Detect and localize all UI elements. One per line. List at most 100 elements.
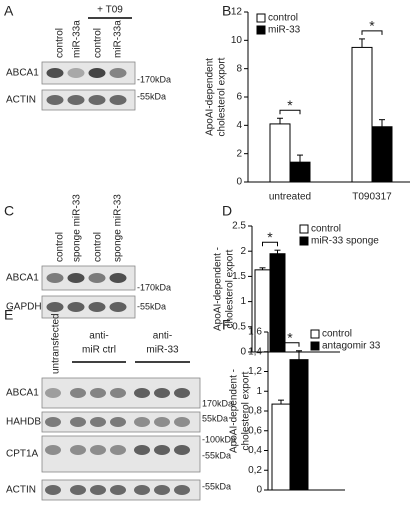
y-tick-label: 0,8 [248,406,262,417]
blot-band [45,388,61,398]
blot-band [134,417,150,427]
blot-band [67,68,85,78]
legend-label: control [311,224,341,235]
y-axis-label: cholesterol export [225,249,236,328]
blot-band [45,417,61,427]
row-label: CPT1A [6,449,39,460]
panel-letter: D [222,203,232,219]
y-axis-label: ApoAI-dependent [205,58,216,136]
row-label: ACTIN [6,485,36,496]
marker-label: -100kDa [202,434,236,444]
blot-band [109,68,127,78]
blot-band [90,417,106,427]
panel-letter: F [222,317,231,333]
y-tick-label: 12 [231,7,243,18]
blot-band [174,445,190,455]
group-label: miR-33 [146,345,179,356]
blot-band [90,388,106,398]
y-tick-label: 1,6 [248,327,262,338]
significance-bracket [361,30,383,35]
row-label: ABCA1 [6,68,39,79]
significance-label: * [287,97,293,113]
marker-label: -55kDa [137,91,166,101]
y-tick-label: 0.5 [232,321,246,332]
marker-label: -170kDa [137,282,171,292]
blot-band [90,485,106,495]
significance-bracket [279,109,301,115]
blot-band [174,485,190,495]
lane-label: miR-33a [72,20,83,58]
blot-band [110,417,126,427]
marker-label: -55kDa [137,301,166,311]
marker-label: 170kDa [202,398,233,408]
blot-band [70,485,86,495]
blot-band [110,485,126,495]
y-axis-label: cholesterol export [241,371,252,450]
blot-band [67,95,85,105]
blot-band [46,95,64,105]
row-label: HAHDB [6,417,41,428]
y-axis-label: cholesterol export [217,57,228,136]
bar [289,359,309,491]
lane-label: control [55,232,66,262]
lane-label: control [55,28,66,58]
y-tick-label: 1 [256,386,262,397]
legend-swatch [299,236,309,246]
blot-band [174,417,190,427]
blot-band [154,485,170,495]
blot-band [109,95,127,105]
y-axis-label: ApoAI-dependent - [213,247,224,331]
legend-label: miR-33 [268,25,301,36]
blot-band [67,273,85,283]
blot-band [109,273,127,283]
row-label: ACTIN [6,95,36,106]
row-label: ABCA1 [6,273,39,284]
legend-swatch [256,25,266,35]
bar [351,46,373,183]
y-tick-label: 8 [236,63,242,74]
y-tick-label: 0,4 [248,445,262,456]
blot-band [90,445,106,455]
blot-band [67,302,85,312]
significance-bracket [280,342,300,347]
blot-band [154,445,170,455]
bar [371,126,393,183]
blot-band [134,485,150,495]
blot-band [154,417,170,427]
blot-band [88,68,106,78]
blot-band [174,388,190,398]
blot-band [110,445,126,455]
lane-label: control [93,232,104,262]
blot-band [70,388,86,398]
blot-band [46,68,64,78]
y-tick-label: 1,2 [248,366,262,377]
bar [269,253,286,353]
legend-label: antagomir 33 [322,341,381,352]
panel-letter: B [222,3,231,19]
significance-label: * [287,329,293,345]
legend-label: control [268,13,298,24]
legend-label: control [322,329,352,340]
legend-swatch [256,13,266,23]
y-tick-label: 6 [236,92,242,103]
bar [271,403,291,491]
row-label: GAPDH [6,302,42,313]
row-label: ABCA1 [6,388,39,399]
y-tick-label: 0 [240,347,246,358]
y-tick-label: 0,2 [248,465,262,476]
legend-swatch [310,341,320,351]
blot-band [109,302,127,312]
y-tick-label: 1 [240,296,246,307]
blot-band [110,388,126,398]
blot-band [134,445,150,455]
marker-label: -170kDa [137,74,171,84]
blot-band [88,273,106,283]
y-tick-label: 1.5 [232,271,246,282]
panel-letter: C [4,203,14,219]
group-label: miR ctrl [82,345,116,356]
lane-label: untransfected [51,313,62,374]
legend-label: miR-33 sponge [311,236,379,247]
y-axis-label: ApoAI-dependent - [229,369,240,453]
bar [269,123,291,183]
